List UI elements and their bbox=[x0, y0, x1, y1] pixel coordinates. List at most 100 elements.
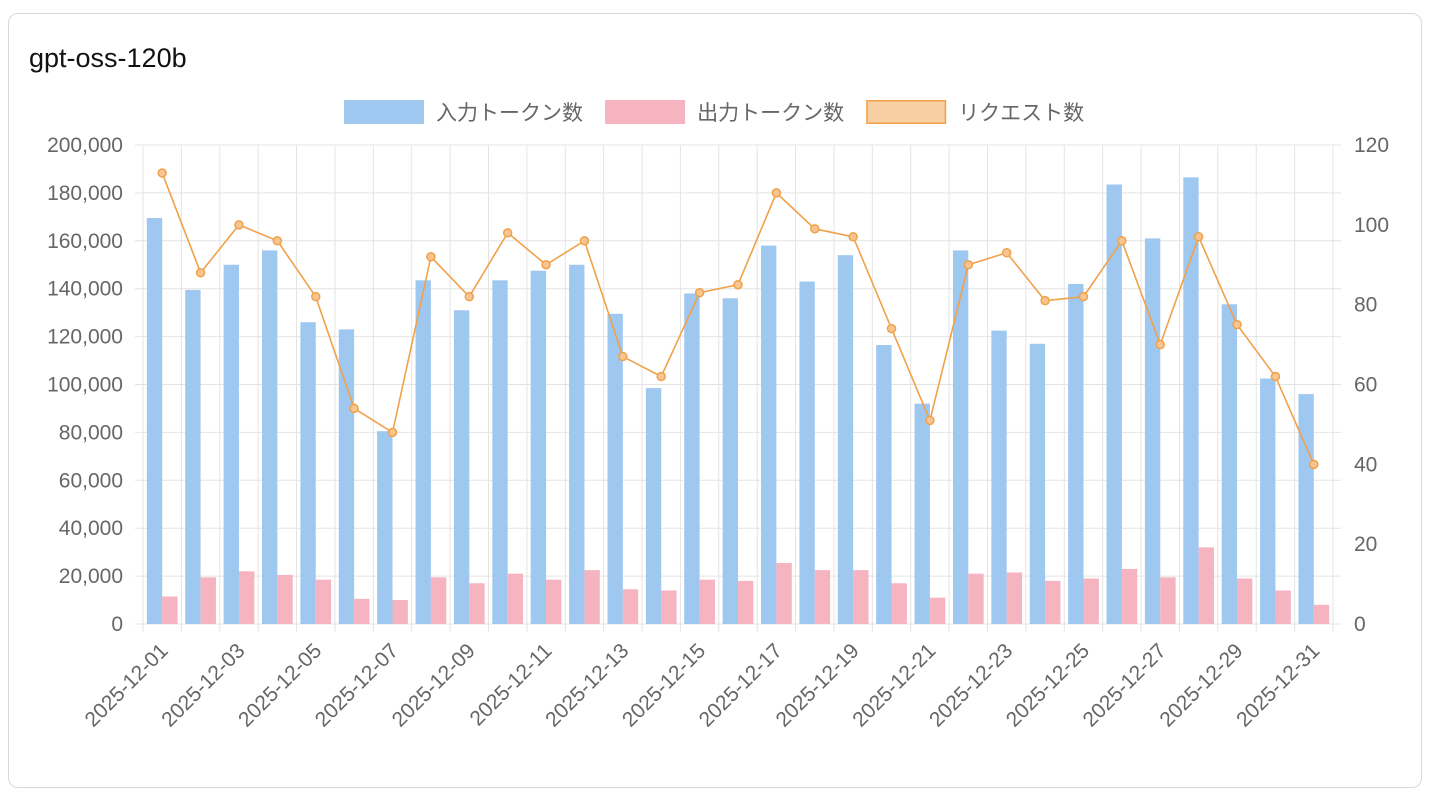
bar bbox=[1313, 604, 1330, 624]
y-left-tick-label: 60,000 bbox=[59, 469, 123, 492]
y-right-tick-label: 20 bbox=[1354, 533, 1377, 556]
data-point bbox=[426, 252, 436, 262]
data-point bbox=[464, 291, 475, 302]
bar bbox=[300, 322, 316, 624]
bar bbox=[584, 570, 600, 624]
y-left-tick-label: 200,000 bbox=[47, 134, 123, 157]
bar bbox=[991, 330, 1007, 624]
legend-item: リクエスト数 bbox=[866, 100, 1084, 125]
legend-swatch bbox=[866, 100, 947, 124]
data-point bbox=[1232, 319, 1242, 330]
bar bbox=[891, 583, 907, 624]
bar bbox=[876, 344, 892, 624]
bar bbox=[738, 580, 754, 624]
bar bbox=[776, 562, 792, 624]
data-point bbox=[1001, 248, 1012, 258]
bar bbox=[1221, 304, 1238, 624]
data-point bbox=[656, 371, 666, 382]
data-point bbox=[195, 267, 206, 278]
data-point bbox=[502, 228, 513, 238]
bar bbox=[1298, 394, 1314, 624]
bar bbox=[1144, 238, 1161, 624]
data-point bbox=[925, 415, 935, 426]
data-point bbox=[310, 291, 321, 302]
data-point bbox=[848, 232, 858, 242]
data-point bbox=[1040, 295, 1050, 306]
y-right-tick-label: 80 bbox=[1354, 294, 1377, 317]
y-axis-left: 0 20,000 40,000 60,000 80,000 100,000 120,000 1… bbox=[47, 134, 123, 636]
data-point bbox=[1117, 236, 1127, 246]
legend-item: 入力トークン数 bbox=[344, 100, 583, 125]
data-point bbox=[1078, 291, 1089, 302]
data-point bbox=[771, 188, 782, 198]
bar bbox=[453, 310, 470, 624]
legend: 入力トークン数 出力トークン数 リクエスト数 bbox=[344, 100, 1084, 125]
data-point bbox=[157, 168, 167, 178]
data-point bbox=[541, 260, 551, 270]
y-left-tick-label: 80,000 bbox=[59, 421, 123, 444]
line-series-1 bbox=[157, 168, 1319, 470]
data-point bbox=[1155, 339, 1166, 350]
bar bbox=[315, 579, 332, 624]
data-point bbox=[963, 260, 974, 270]
x-axis: 2025-12-012025-12-032025-12-052025-12-07… bbox=[81, 639, 1325, 731]
data-point bbox=[886, 323, 897, 334]
bar bbox=[799, 281, 815, 624]
bar bbox=[837, 255, 854, 625]
data-point bbox=[1309, 459, 1319, 470]
bar bbox=[607, 313, 623, 624]
y-left-tick-label: 180,000 bbox=[47, 182, 123, 205]
bar-series-1 bbox=[146, 177, 1314, 625]
bar bbox=[569, 264, 585, 624]
bar bbox=[699, 579, 715, 624]
bar bbox=[952, 250, 969, 624]
y-left-tick-label: 20,000 bbox=[59, 565, 123, 588]
data-point bbox=[1193, 232, 1204, 242]
y-right-tick-label: 40 bbox=[1354, 453, 1377, 476]
bar bbox=[492, 280, 508, 624]
y-left-tick-label: 40,000 bbox=[59, 517, 123, 540]
bar bbox=[262, 250, 278, 624]
y-left-tick-label: 120,000 bbox=[47, 326, 123, 349]
bar bbox=[200, 577, 216, 624]
bar bbox=[814, 570, 831, 624]
bar bbox=[1068, 283, 1084, 624]
y-left-tick-label: 160,000 bbox=[47, 230, 123, 253]
bar bbox=[1083, 578, 1099, 624]
bar bbox=[1045, 580, 1061, 624]
bar bbox=[684, 293, 700, 624]
x-tick-label: 2025-12-09 bbox=[388, 639, 480, 731]
legend-swatch bbox=[605, 100, 686, 124]
bar bbox=[338, 329, 355, 624]
bar bbox=[761, 245, 777, 624]
y-left-tick-label: 100,000 bbox=[47, 374, 123, 397]
bar bbox=[223, 264, 239, 624]
bar bbox=[238, 571, 255, 624]
bar bbox=[722, 298, 738, 624]
bar bbox=[1183, 177, 1199, 624]
bar bbox=[1237, 578, 1253, 624]
bar bbox=[929, 597, 946, 624]
bar bbox=[415, 280, 431, 624]
data-point bbox=[272, 236, 283, 246]
bar bbox=[392, 600, 408, 624]
legend-label: リクエスト数 bbox=[958, 101, 1084, 125]
bar bbox=[1006, 572, 1023, 624]
bar bbox=[1121, 568, 1138, 624]
data-point bbox=[618, 351, 628, 362]
y-left-tick-label: 0 bbox=[111, 613, 123, 636]
legend-label: 出力トークン数 bbox=[697, 101, 844, 125]
bar bbox=[1106, 184, 1122, 624]
bar bbox=[162, 596, 178, 624]
y-right-tick-label: 0 bbox=[1354, 613, 1366, 636]
y-axis-right: 0 20 40 60 80 100 120 bbox=[1354, 134, 1389, 636]
bar bbox=[1275, 590, 1291, 624]
bar bbox=[1160, 577, 1176, 624]
bar-series-2 bbox=[162, 547, 1330, 624]
bar bbox=[377, 431, 393, 624]
bar bbox=[1029, 343, 1046, 624]
y-right-tick-label: 60 bbox=[1354, 374, 1377, 397]
bar bbox=[622, 589, 639, 624]
bar bbox=[645, 388, 662, 624]
data-point bbox=[694, 287, 705, 298]
